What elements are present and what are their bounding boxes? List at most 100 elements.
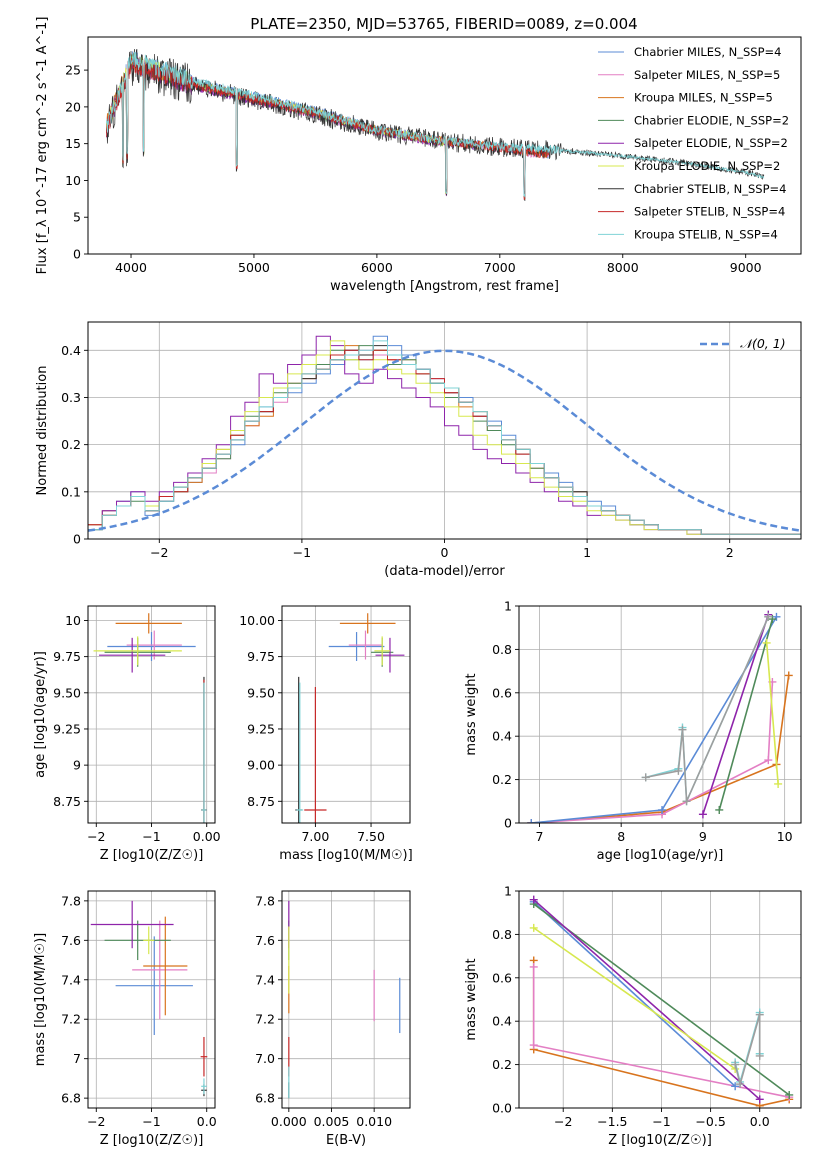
legend-label: Salpeter ELODIE, N_SSP=2 [634,136,788,150]
x-tick-label: −1 [293,545,311,560]
x-tick-label: 6000 [361,260,393,275]
legend-label: Salpeter MILES, N_SSP=5 [634,68,780,82]
x-tick-label: −1.5 [597,1114,627,1129]
x-tick-label: 0.0 [750,1114,770,1129]
plot-area [90,900,208,1097]
plot-area [527,610,793,823]
errorbar-point [143,926,155,955]
weight-marker [674,766,683,775]
errorbar-point [200,1036,208,1077]
y-tick-label: 10.00 [239,613,275,628]
legend-label: Chabrier STELIB, N_SSP=4 [634,182,786,196]
x-axis-label: wavelength [Angstrom, rest frame] [330,279,559,294]
axes-frame [87,36,802,255]
y-tick-label: 7.2 [61,1012,81,1027]
legend-label: Chabrier MILES, N_SSP=4 [634,45,781,59]
weight-line-2 [531,681,774,823]
weight-line-5 [533,899,761,1100]
y-axis-label: mass weight [464,958,479,1040]
figure-title: PLATE=2350, MJD=53765, FIBERID=0089, z=0… [250,15,637,33]
plot-area [88,335,801,535]
y-tick-label: 9 [73,758,81,773]
x-tick-label: 7.00 [301,829,329,844]
x-tick-label: −2 [87,829,105,844]
x-tick-label: 5000 [238,260,270,275]
weight-line-1 [531,675,790,823]
y-tick-label: 9.50 [53,685,81,700]
errorbar-point [143,916,188,1016]
weight-marker [774,779,783,788]
y-tick-label: 7.6 [255,933,275,948]
weight-marker [731,1060,740,1069]
y-axis-label: Flux [f_λ 10^-17 erg cm^-2 s^-1 A^-1] [35,17,50,275]
weight-marker [785,1090,794,1099]
panel-spectrum: Chabrier MILES, N_SSP=4 Salpeter MILES, N… [35,17,802,294]
panel-residuals: 𝒩(0, 1) −2 −1 0 1 2 0 0.1 0.2 0.3 0.4 (data-model)/… [35,321,802,579]
errorbar-point [99,637,166,673]
y-tick-label: 0.3 [61,390,81,405]
errorbar-point [304,687,327,823]
x-tick-label: 0.010 [356,1114,392,1129]
y-tick-label: 0 [504,816,512,831]
plots: Chabrier MILES, N_SSP=4 Salpeter MILES, N… [33,17,802,1148]
x-tick-label: 2 [726,545,734,560]
x-tick-label: 0 [441,545,449,560]
weight-marker [768,615,777,624]
x-tick-label: −1 [142,829,160,844]
weight-marker [784,671,793,680]
errorbar-point [339,613,396,634]
spectrum-line-9 [106,51,765,198]
weight-marker [529,1041,538,1050]
x-tick-label: 0.00 [193,829,221,844]
weight-line-6 [765,642,779,784]
y-tick-label: 7 [73,1051,81,1066]
axes-frame [281,605,411,824]
y-tick-label: 9.00 [247,758,275,773]
weight-line-4 [718,618,774,811]
y-tick-label: 0 [73,532,81,547]
x-tick-label: 9 [699,829,707,844]
errorbar-point [115,936,193,1036]
y-axis-label: mass [log10(M/M☉)] [33,933,48,1066]
panel-age-vs-metallicity: −2 −1 0.00 8.75 9 9.25 9.50 9.75 10 Z [log10(Z/Z☉… [33,605,221,863]
weight-marker [755,1095,764,1104]
y-axis-label: mass weight [464,673,479,755]
plot-area [93,613,207,823]
errorbar-point [328,632,385,661]
y-tick-label: 15 [65,136,81,151]
y-axis-label: Normed distribution [35,366,50,496]
y-tick-label: 9.25 [247,721,275,736]
errorbar-point [296,682,304,823]
panel-age-vs-mass: 7.00 7.50 8.75 9.00 9.25 9.50 9.75 10.00 mass [l… [239,605,413,863]
y-tick-label: 7.4 [61,972,81,987]
x-tick-label: 0.0 [197,1114,217,1129]
weight-marker [764,612,773,621]
weight-marker [529,962,538,971]
legend: Chabrier MILES, N_SSP=4 Salpeter MILES, N… [598,45,789,241]
y-tick-label: 6.8 [61,1091,81,1106]
x-tick-label: −1 [142,1114,160,1129]
axes-frame [518,605,802,824]
y-tick-label: 0.2 [492,1057,512,1072]
y-tick-label: 6.8 [255,1091,275,1106]
x-axis-label: Z [log10(Z/Z☉)] [100,848,204,863]
weight-marker [641,773,650,782]
legend-label: Kroupa ELODIE, N_SSP=2 [634,159,780,173]
y-tick-label: 8.75 [53,794,81,809]
y-tick-label: 9.25 [53,721,81,736]
y-tick-label: 0.2 [492,772,512,787]
x-tick-label: 7 [535,829,543,844]
y-tick-label: 0.6 [492,970,512,985]
panel-mass-weight-vs-age: 7 8 9 10 0 0.2 0.4 0.6 0.8 1 age [log10(age/yr)] ma… [464,599,802,863]
plot-area [288,900,401,1099]
weight-marker [762,638,771,647]
spectrum-line-7 [106,48,765,202]
x-tick-label: 4000 [115,260,147,275]
x-tick-label: −2 [87,1114,105,1129]
weight-marker [736,1080,745,1089]
y-tick-label: 0.6 [492,685,512,700]
y-tick-label: 25 [65,63,81,78]
x-tick-label: −1 [652,1114,670,1129]
x-tick-label: 10 [777,829,793,844]
